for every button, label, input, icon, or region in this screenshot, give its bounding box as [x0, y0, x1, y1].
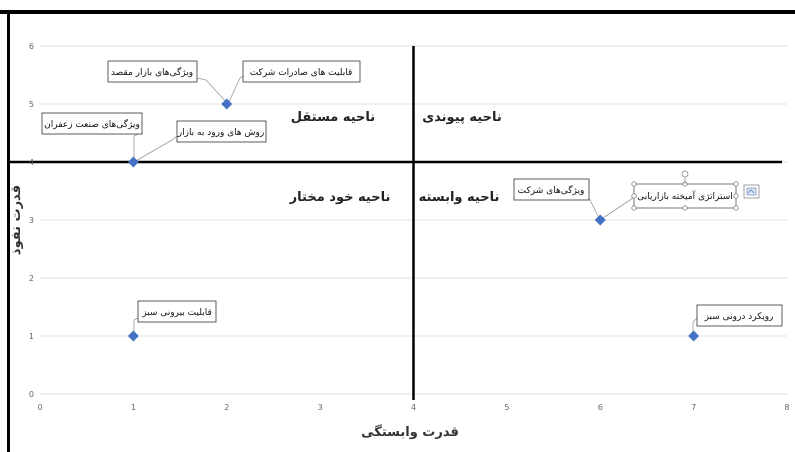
- selected-callout-box[interactable]: [633, 183, 737, 209]
- callout-box: [513, 178, 590, 201]
- leader-line: [133, 133, 139, 162]
- x-tick-label: 8: [784, 403, 789, 412]
- point-label: استراتژی آمیخته بازاریابی: [637, 190, 733, 202]
- x-tick-label: 0: [37, 403, 42, 412]
- callout-box: [696, 304, 783, 327]
- quadrant-label-top-left: ناحیه مستقل: [291, 110, 375, 125]
- leader-line: [599, 196, 635, 221]
- y-tick-label: 4: [29, 158, 34, 167]
- x-tick-label: 1: [131, 403, 136, 412]
- point-label: روش های ورود به بازار: [177, 128, 264, 138]
- x-axis-title: قدرت وابستگی: [361, 424, 459, 440]
- leader-line: [133, 317, 139, 336]
- point-label: رویکرد درونی سبز: [704, 312, 774, 322]
- x-tick-label: 3: [318, 403, 323, 412]
- x-tick-label: 6: [598, 403, 603, 412]
- frame-top-border: [0, 10, 795, 14]
- y-tick-label: 0: [29, 390, 34, 399]
- layout-options-icon[interactable]: [743, 184, 760, 199]
- y-tick-label: 2: [29, 274, 34, 283]
- frame-left-border: [7, 10, 10, 452]
- quadrant-dividers: [10, 46, 782, 400]
- data-point-marker: [688, 330, 700, 342]
- selection-handles[interactable]: [631, 170, 739, 211]
- y-axis-title: قدرت نفوذ: [9, 185, 24, 255]
- x-tick-label: 7: [691, 403, 696, 412]
- data-labels: ویژگی‌های بازار مقصد قابلیت های صادرات ش…: [41, 60, 783, 336]
- axis-ticks: 0 1 2 3 4 5 6 0 1 2 3 4 5 6 7 8: [29, 42, 790, 412]
- point-label: ویژگی‌های صنعت زعفران: [44, 118, 140, 130]
- callout-box: [176, 120, 267, 143]
- data-point-marker: [594, 214, 606, 226]
- point-label: ویژگی‌های بازار مقصد: [111, 66, 193, 78]
- data-point-marker: [221, 98, 233, 110]
- callout-box: [107, 60, 198, 83]
- leader-line: [133, 135, 178, 163]
- leader-line: [227, 75, 244, 105]
- x-tick-label: 4: [411, 403, 416, 412]
- y-tick-label: 3: [29, 216, 34, 225]
- callout-box: [41, 112, 143, 135]
- data-points: [127, 98, 700, 342]
- y-tick-label: 6: [29, 42, 34, 51]
- point-label: قابلیت های صادرات شرکت: [250, 68, 353, 78]
- quadrant-label-bottom-left: ناحیه خود مختار: [289, 190, 391, 205]
- callout-box: [242, 60, 361, 83]
- y-tick-label: 1: [29, 332, 34, 341]
- quadrant-label-top-right: ناحیه پیوندی: [422, 110, 502, 125]
- point-label: قابلیت بیرونی سبز: [141, 308, 212, 318]
- callout-box: [137, 300, 217, 323]
- quadrant-label-bottom-right: ناحیه وابسته: [419, 190, 500, 205]
- x-tick-label: 5: [504, 403, 509, 412]
- rotate-handle[interactable]: [681, 170, 689, 178]
- y-tick-label: 5: [29, 100, 34, 109]
- data-point-marker: [127, 156, 139, 168]
- leader-line: [196, 77, 229, 105]
- point-label: ویژگی‌های شرکت: [518, 184, 585, 196]
- data-point-marker: [127, 330, 139, 342]
- x-tick-label: 2: [224, 403, 229, 412]
